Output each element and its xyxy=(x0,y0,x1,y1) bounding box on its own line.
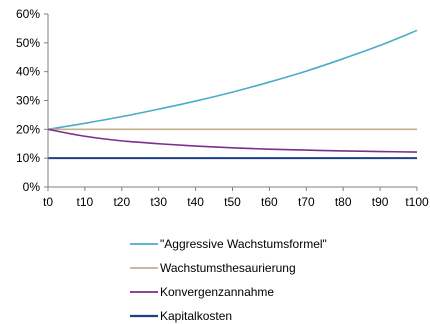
x-tick-label: t30 xyxy=(150,195,167,209)
x-tick-label: t20 xyxy=(113,195,130,209)
y-tick-label: 50% xyxy=(16,36,40,50)
x-tick-label: t0 xyxy=(43,195,53,209)
x-tick-label: t100 xyxy=(405,195,429,209)
x-tick-label: t40 xyxy=(187,195,204,209)
y-tick-label: 10% xyxy=(16,151,40,165)
legend-label: "Aggressive Wachstumsformel" xyxy=(160,237,327,251)
x-axis: t0 t10 t20 t30 t40 t50 t60 t70 t80 t90 t100 xyxy=(43,186,429,209)
x-tick-label: t60 xyxy=(261,195,278,209)
x-tick-label: t70 xyxy=(298,195,315,209)
legend-label: Konvergenzannahme xyxy=(160,285,274,299)
legend: "Aggressive Wachstumsformel" Wachstumsthe… xyxy=(130,237,327,323)
legend-label: Wachstumsthesaurierung xyxy=(160,261,296,275)
x-tick-label: t10 xyxy=(77,195,94,209)
x-tick-label: t80 xyxy=(335,195,352,209)
y-tick-label: 40% xyxy=(16,65,40,79)
y-tick-label: 0% xyxy=(23,180,41,194)
x-tick-label: t50 xyxy=(224,195,241,209)
series-line-3 xyxy=(47,128,418,153)
y-tick-label: 60% xyxy=(16,7,40,21)
plot-area xyxy=(47,29,418,160)
y-tick-label: 20% xyxy=(16,122,40,136)
y-axis: 0% 10% 20% 30% 40% 50% 60% xyxy=(16,7,49,194)
y-tick-label: 30% xyxy=(16,94,40,108)
x-tick-label: t90 xyxy=(372,195,389,209)
legend-label: Kapitalkosten xyxy=(160,309,232,323)
series-line-1 xyxy=(47,29,418,131)
